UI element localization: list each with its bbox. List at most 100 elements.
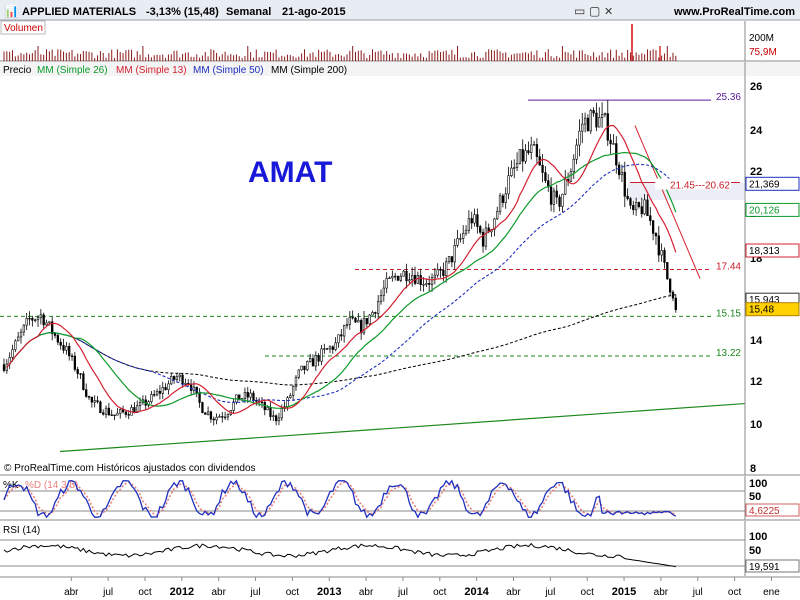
candle-body — [456, 238, 459, 246]
candle — [651, 219, 655, 241]
candle-body — [198, 392, 201, 403]
candle — [150, 391, 153, 404]
candle-body — [351, 316, 354, 319]
candle-body — [274, 415, 278, 422]
ticker-label: AMAT — [248, 156, 332, 189]
candle — [371, 310, 374, 316]
candle — [377, 295, 380, 320]
legend-price[interactable]: Precio — [3, 65, 32, 76]
candle — [428, 275, 431, 292]
candle — [640, 197, 643, 218]
candle — [297, 369, 300, 380]
candle-body — [535, 144, 539, 157]
candle-body — [575, 144, 578, 160]
candle — [82, 371, 85, 391]
candle-body — [447, 256, 451, 263]
candle-body — [362, 318, 366, 334]
candle-body — [555, 190, 558, 198]
symbol-name: APPLIED MATERIALS — [22, 6, 136, 18]
candle-body — [515, 163, 519, 168]
close-icon[interactable]: ✕ — [604, 6, 613, 18]
candle-body — [269, 406, 272, 417]
candle-body — [368, 314, 371, 325]
value-badge-text: 18,313 — [749, 246, 780, 257]
candle — [249, 388, 252, 401]
candle-body — [218, 416, 221, 418]
candle — [456, 229, 459, 248]
rsi-label[interactable]: RSI (14) — [3, 525, 40, 536]
candle-body — [167, 383, 170, 391]
candle-body — [204, 412, 207, 415]
candle-body — [82, 373, 85, 390]
candle-body — [59, 341, 62, 346]
candle-body — [19, 331, 23, 338]
candle-body — [467, 218, 471, 231]
time-label: abr — [211, 587, 226, 598]
legend-sma26[interactable]: MM (Simple 26) — [37, 65, 108, 76]
legend-sma200[interactable]: MM (Simple 200) — [271, 65, 347, 76]
candle-body — [470, 218, 473, 224]
candle — [85, 383, 88, 398]
candle-body — [65, 346, 68, 351]
candle-body — [158, 390, 162, 394]
price-tick: 10 — [750, 419, 762, 431]
candle-body — [73, 355, 77, 370]
value-badge — [745, 243, 800, 258]
candle — [481, 228, 485, 253]
candle — [76, 366, 79, 379]
candle-body — [116, 412, 119, 416]
price-tick: 8 — [750, 463, 756, 475]
candle-body — [201, 402, 204, 414]
sma200-line — [26, 294, 676, 386]
candle — [272, 410, 275, 422]
candle-body — [388, 277, 391, 279]
stoch-d-label[interactable]: %D (14 3 5) — [25, 480, 78, 491]
candle-body — [277, 417, 281, 422]
candle-body — [175, 376, 179, 380]
candle — [493, 217, 496, 237]
legend-sma13[interactable]: MM (Simple 13) — [116, 65, 187, 76]
candle-body — [303, 365, 306, 371]
candle — [632, 200, 635, 215]
candle-body — [558, 196, 561, 207]
candle-body — [178, 374, 181, 378]
candle — [439, 266, 442, 278]
candle-body — [127, 414, 130, 416]
candle-body — [119, 409, 122, 414]
candle — [405, 263, 408, 289]
time-axis: abr jul oct 2012 abr jul oct 2013 abr jul oct 2014 a… — [64, 577, 780, 598]
candle-body — [620, 171, 624, 176]
candle-body — [507, 175, 510, 195]
candle — [654, 232, 658, 245]
legend-sma50[interactable]: MM (Simple 50) — [193, 65, 264, 76]
maximize-icon[interactable]: ▢ — [589, 4, 600, 18]
price-change: -3,13% (15,48) — [146, 6, 219, 18]
candle — [399, 273, 402, 283]
minimize-icon[interactable]: ▭ — [574, 4, 585, 18]
site-url[interactable]: www.ProRealTime.com — [673, 6, 795, 18]
time-label: jul — [692, 587, 703, 598]
candle-body — [442, 269, 445, 276]
candle — [19, 328, 23, 344]
candle-body — [14, 340, 17, 350]
candle — [425, 279, 428, 288]
candle-body — [430, 277, 434, 285]
candle — [552, 187, 556, 213]
candle-body — [223, 416, 227, 419]
candle — [464, 225, 468, 236]
stoch-badge — [745, 503, 800, 517]
candle — [623, 161, 626, 208]
candle — [96, 396, 99, 404]
candle — [73, 352, 77, 372]
candle-body — [68, 346, 71, 357]
level-label-bg — [711, 260, 742, 272]
period-label[interactable]: Semanal — [226, 6, 271, 18]
candle-body — [654, 233, 658, 237]
candle — [31, 315, 34, 327]
candle-body — [637, 202, 641, 207]
candle-body — [260, 401, 264, 404]
copyright-note: © ProRealTime.com Históricos ajustados c… — [4, 463, 256, 474]
candle-body — [221, 416, 224, 418]
candle — [561, 193, 564, 213]
candle-body — [104, 407, 108, 415]
